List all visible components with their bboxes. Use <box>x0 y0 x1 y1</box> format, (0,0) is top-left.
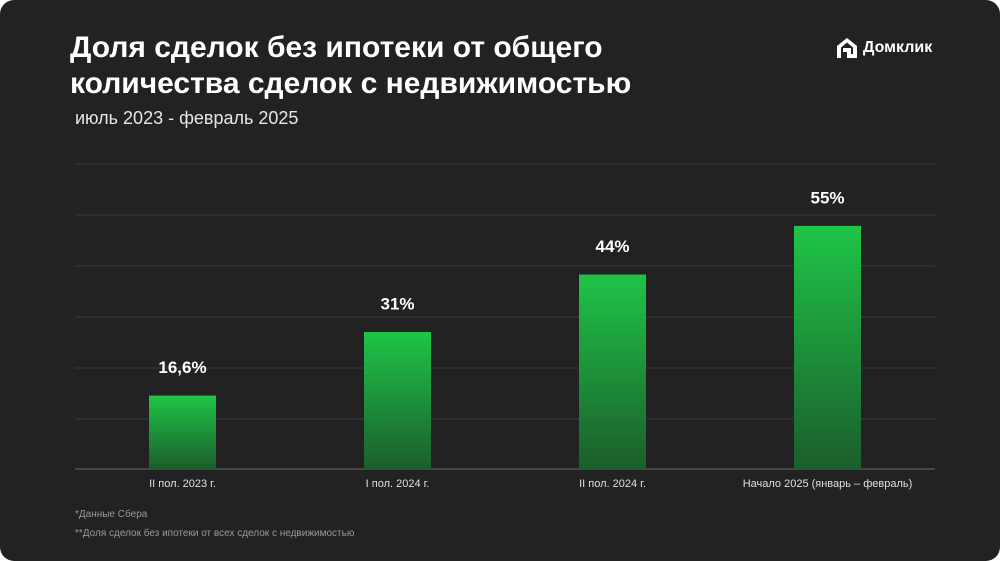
footnote: *Данные Сбера <box>75 509 148 520</box>
x-tick-label: Начало 2025 (январь – февраль) <box>743 478 913 490</box>
data-label: 31% <box>380 294 414 313</box>
x-tick-label: I пол. 2024 г. <box>366 478 430 490</box>
data-label: 55% <box>810 188 844 207</box>
chart-subtitle: июль 2023 - февраль 2025 <box>75 108 299 128</box>
logo-text: Домклик <box>863 39 933 56</box>
footnotes: *Данные Сбера **Доля сделок без ипотеки … <box>75 505 354 543</box>
x-tick-label: II пол. 2024 г. <box>579 478 646 490</box>
footnote: **Доля сделок без ипотеки от всех сделок… <box>75 528 355 539</box>
bar <box>794 225 861 469</box>
chart-title: Доля сделок без ипотеки от общего количе… <box>70 31 632 100</box>
logo: Домклик <box>835 36 932 60</box>
bar <box>579 274 646 469</box>
logo-icon <box>837 38 857 58</box>
grid <box>75 163 935 420</box>
x-tick-label: II пол. 2023 г. <box>149 478 216 490</box>
data-label: 16,6% <box>158 358 206 377</box>
bar <box>364 331 431 469</box>
data-label: 44% <box>595 237 629 256</box>
bar <box>149 395 216 469</box>
